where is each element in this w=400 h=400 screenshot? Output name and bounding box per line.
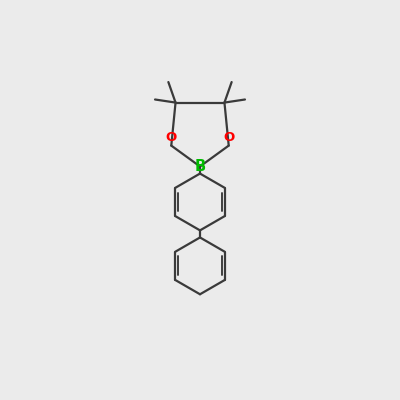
Text: O: O <box>223 131 234 144</box>
Text: O: O <box>166 131 177 144</box>
Text: B: B <box>194 159 206 174</box>
